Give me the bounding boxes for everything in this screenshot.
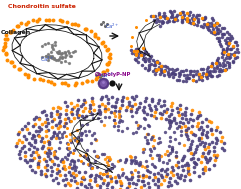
Text: $\rm Ca^{2+}$: $\rm Ca^{2+}$ bbox=[40, 55, 55, 64]
Text: Ca-polyP-NP: Ca-polyP-NP bbox=[95, 72, 131, 77]
Text: Chondroitin sulfate: Chondroitin sulfate bbox=[8, 4, 76, 9]
Text: $\rm Ca^{2+}$: $\rm Ca^{2+}$ bbox=[100, 71, 115, 80]
Text: $\rm Ca^{2+}$: $\rm Ca^{2+}$ bbox=[105, 22, 120, 31]
Text: Collagen: Collagen bbox=[1, 30, 31, 35]
